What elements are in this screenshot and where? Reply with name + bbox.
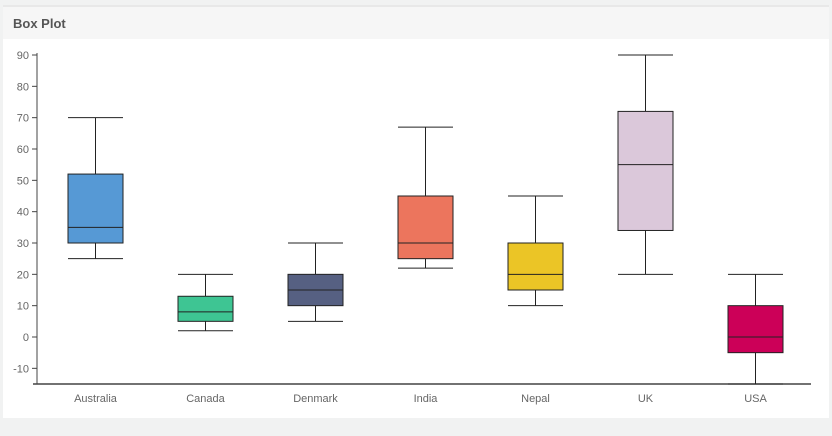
box-plot-chart: -10 0 10 20 30 40 50 60 70 80 90 Australia Canada De… — [13, 50, 811, 405]
panel-title: Box Plot — [13, 15, 66, 31]
box-nepal — [507, 195, 564, 307]
x-tick-label: Denmark — [293, 393, 338, 405]
box-australia — [67, 117, 124, 260]
box-usa — [727, 273, 784, 385]
box-rect — [507, 242, 564, 291]
y-tick-label: 40 — [17, 207, 29, 219]
x-tick-label: Nepal — [521, 393, 550, 405]
box-rect — [617, 110, 674, 231]
box-rect — [397, 195, 454, 260]
box-rect — [727, 305, 784, 354]
box-canada — [177, 273, 234, 332]
box-rect — [67, 173, 124, 244]
x-tick-label: India — [414, 393, 439, 405]
chart-panel: Box Plot -10 0 10 20 30 40 50 60 70 80 90 Australi… — [3, 5, 829, 418]
y-tick-label: 90 — [17, 50, 29, 62]
chart-area: -10 0 10 20 30 40 50 60 70 80 90 Australia Canada De… — [3, 39, 829, 418]
y-tick-label: 20 — [17, 269, 29, 281]
y-tick-label: 0 — [23, 332, 29, 344]
panel-header: Box Plot — [3, 5, 829, 39]
y-tick-label: 80 — [17, 81, 29, 93]
y-tick-label: 60 — [17, 144, 29, 156]
y-tick-label: 70 — [17, 113, 29, 125]
y-tick-label: 50 — [17, 175, 29, 187]
box-denmark — [287, 242, 344, 322]
y-tick-label: 10 — [17, 301, 29, 313]
boxes-layer — [67, 54, 784, 385]
box-uk — [617, 54, 674, 275]
box-india — [397, 126, 454, 269]
x-tick-label: Australia — [74, 393, 118, 405]
x-axis: Australia Canada Denmark India Nepal UK USA — [33, 383, 811, 405]
x-tick-label: USA — [744, 393, 767, 405]
y-tick-label: 30 — [17, 238, 29, 250]
y-tick-label: -10 — [13, 363, 29, 375]
x-tick-label: UK — [638, 393, 654, 405]
y-axis: -10 0 10 20 30 40 50 60 70 80 90 — [13, 50, 38, 384]
x-tick-label: Canada — [186, 393, 225, 405]
box-rect — [177, 295, 234, 322]
